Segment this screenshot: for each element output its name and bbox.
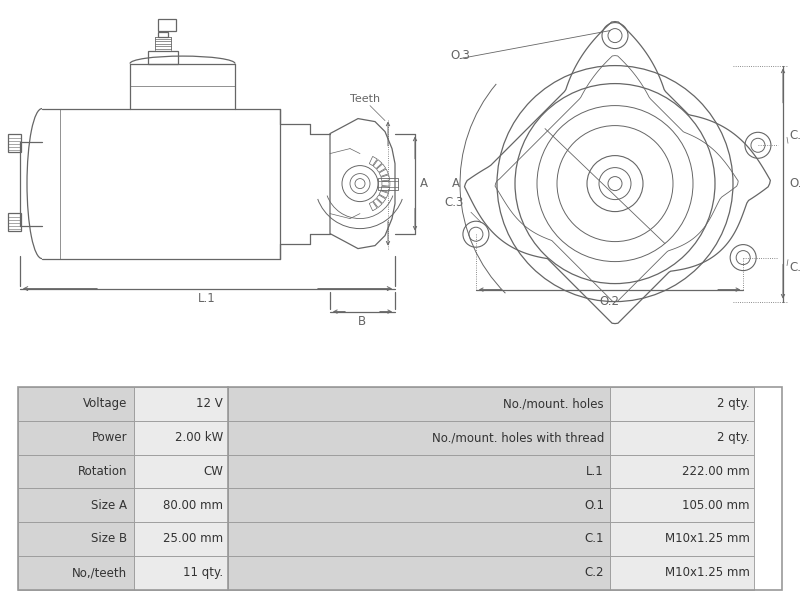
Text: O.1: O.1	[584, 499, 604, 511]
Bar	[8, 134, 21, 151]
Text: 80.00 mm: 80.00 mm	[163, 499, 223, 511]
Text: No./mount. holes: No./mount. holes	[503, 397, 604, 410]
Bar	[134, 488, 228, 522]
Text: 2 qty.: 2 qty.	[717, 431, 750, 444]
Text: No,/teeth: No,/teeth	[72, 566, 127, 579]
Text: Power: Power	[91, 431, 127, 444]
Bar	[134, 387, 228, 421]
Bar	[18, 421, 134, 454]
Bar	[158, 18, 176, 31]
Text: A: A	[452, 177, 460, 190]
Text: L.1: L.1	[198, 292, 216, 305]
Text: M10x1.25 mm: M10x1.25 mm	[665, 566, 750, 579]
Text: 12 V: 12 V	[197, 397, 223, 410]
Bar	[610, 522, 754, 556]
Text: CW: CW	[203, 465, 223, 478]
Bar	[228, 454, 610, 488]
Text: O.3: O.3	[450, 49, 470, 62]
Bar	[134, 454, 228, 488]
Text: M10x1.25 mm: M10x1.25 mm	[665, 532, 750, 545]
Text: 2.00 kW: 2.00 kW	[175, 431, 223, 444]
Text: 11 qty.: 11 qty.	[183, 566, 223, 579]
Bar	[18, 522, 134, 556]
Text: O.2: O.2	[599, 295, 619, 308]
Bar	[610, 454, 754, 488]
Text: C.2: C.2	[789, 261, 800, 274]
Text: 2 qty.: 2 qty.	[717, 397, 750, 410]
Bar	[610, 421, 754, 454]
Text: C.1: C.1	[789, 129, 800, 142]
Text: L.1: L.1	[586, 465, 604, 478]
Text: No./mount. holes with thread: No./mount. holes with thread	[432, 431, 604, 444]
Text: A: A	[420, 177, 428, 190]
Bar	[18, 556, 134, 590]
Bar	[228, 522, 610, 556]
Text: Rotation: Rotation	[78, 465, 127, 478]
Text: Size B: Size B	[91, 532, 127, 545]
Bar	[228, 421, 610, 454]
Bar	[610, 488, 754, 522]
Bar	[158, 31, 168, 37]
Bar	[18, 387, 134, 421]
Bar	[228, 387, 610, 421]
Text: Size A: Size A	[91, 499, 127, 511]
Bar	[228, 556, 610, 590]
Text: 222.00 mm: 222.00 mm	[682, 465, 750, 478]
Text: O.1: O.1	[789, 177, 800, 190]
Bar	[610, 387, 754, 421]
Text: C.1: C.1	[585, 532, 604, 545]
Bar	[378, 178, 398, 189]
Text: B: B	[358, 315, 366, 328]
Bar	[8, 213, 21, 230]
Bar	[610, 556, 754, 590]
Bar	[18, 454, 134, 488]
Bar	[228, 488, 610, 522]
Text: Voltage: Voltage	[83, 397, 127, 410]
Bar	[134, 522, 228, 556]
Bar	[134, 556, 228, 590]
Bar	[18, 488, 134, 522]
Bar	[134, 421, 228, 454]
Text: 25.00 mm: 25.00 mm	[163, 532, 223, 545]
Text: Teeth: Teeth	[350, 94, 380, 103]
Text: 105.00 mm: 105.00 mm	[682, 499, 750, 511]
Text: C.3: C.3	[445, 196, 464, 209]
Text: C.2: C.2	[585, 566, 604, 579]
Bar	[148, 50, 178, 64]
